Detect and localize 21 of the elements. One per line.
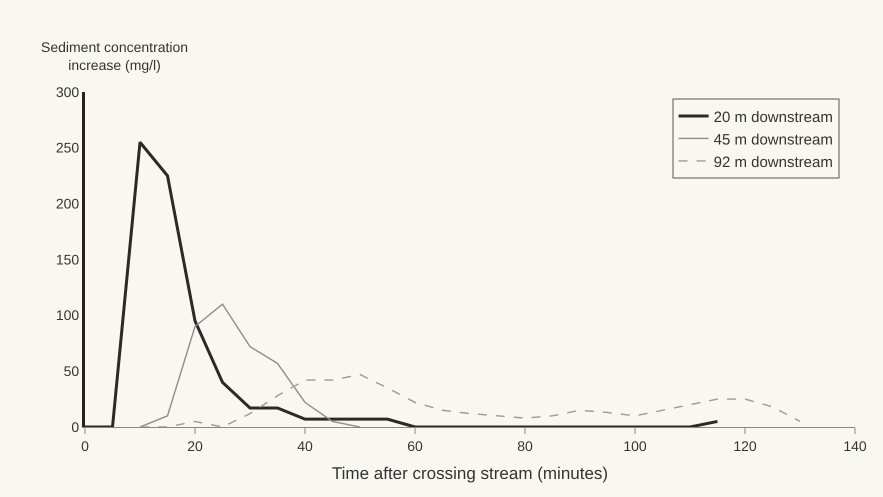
- y-tick-label: 300: [56, 84, 80, 100]
- x-tick-label: 100: [623, 438, 647, 454]
- legend-label: 20 m downstream: [714, 108, 833, 126]
- x-tick-label: 140: [843, 438, 867, 454]
- x-axis-title: Time after crossing stream (minutes): [332, 464, 608, 484]
- x-tick-label: 40: [297, 438, 313, 454]
- line-series: [139, 374, 801, 427]
- y-tick-label: 200: [56, 196, 80, 212]
- x-tick-label: 20: [187, 438, 203, 454]
- legend-label: 45 m downstream: [714, 131, 833, 148]
- x-tick-label: 60: [407, 438, 423, 454]
- y-axis-title: Sediment concentration increase (mg/l): [41, 39, 188, 74]
- y-tick-label: 0: [71, 418, 80, 435]
- x-tick-label: 0: [81, 438, 90, 454]
- y-tick-label: 250: [56, 140, 80, 156]
- y-tick-label: 100: [56, 307, 80, 324]
- x-tick-label: 120: [733, 438, 757, 454]
- x-tick-label: 80: [517, 438, 533, 454]
- legend-label: 92 m downstream: [714, 154, 833, 171]
- y-tick-label: 150: [56, 251, 80, 268]
- y-tick-label: 50: [64, 363, 80, 380]
